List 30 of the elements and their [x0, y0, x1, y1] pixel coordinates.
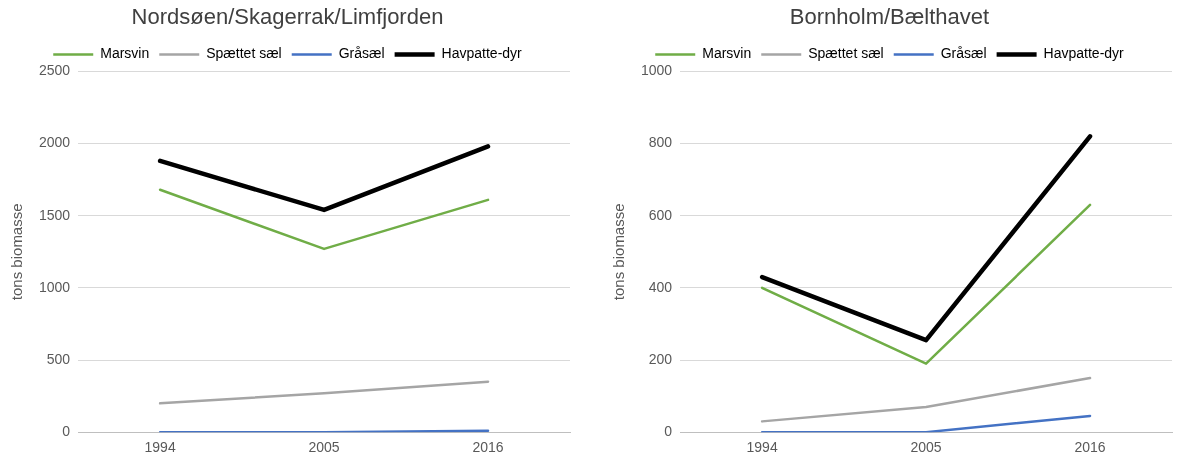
y-tick-label: 600 [648, 206, 673, 223]
y-tick-label: 0 [664, 423, 673, 440]
legend-label: Spættet sæl [206, 45, 282, 62]
x-tick-label: 2016 [472, 439, 504, 456]
chart-title: Bornholm/Bælthavet [789, 4, 990, 30]
x-tick-label: 1994 [144, 439, 176, 456]
legend-label: Marsvin [702, 45, 752, 62]
legend-label: Gråsæl [940, 45, 987, 62]
y-tick-label: 2000 [38, 134, 71, 151]
y-axis-title: tons biomasse [8, 203, 26, 301]
legend-label: Marsvin [100, 45, 150, 62]
legend-label: Gråsæl [338, 45, 385, 62]
x-tick-label: 1994 [746, 439, 778, 456]
y-tick-label: 1000 [640, 62, 673, 79]
y-tick-label: 200 [648, 350, 673, 367]
y-axis-title: tons biomasse [610, 203, 628, 301]
x-tick-label: 2016 [1074, 439, 1106, 456]
y-tick-label: 0 [62, 423, 71, 440]
legend-label: Havpatte-dyr [441, 45, 523, 62]
y-tick-label: 1500 [38, 206, 71, 223]
y-tick-label: 2500 [38, 62, 71, 79]
y-tick-label: 800 [648, 134, 673, 151]
y-tick-label: 400 [648, 278, 673, 295]
legend-label: Spættet sæl [808, 45, 884, 62]
x-tick-label: 2005 [308, 439, 340, 456]
legend-label: Havpatte-dyr [1043, 45, 1125, 62]
y-tick-label: 500 [46, 350, 71, 367]
x-tick-label: 2005 [910, 439, 942, 456]
y-tick-label: 1000 [38, 278, 71, 295]
chart-title: Nordsøen/Skagerrak/Limfjorden [131, 4, 444, 30]
